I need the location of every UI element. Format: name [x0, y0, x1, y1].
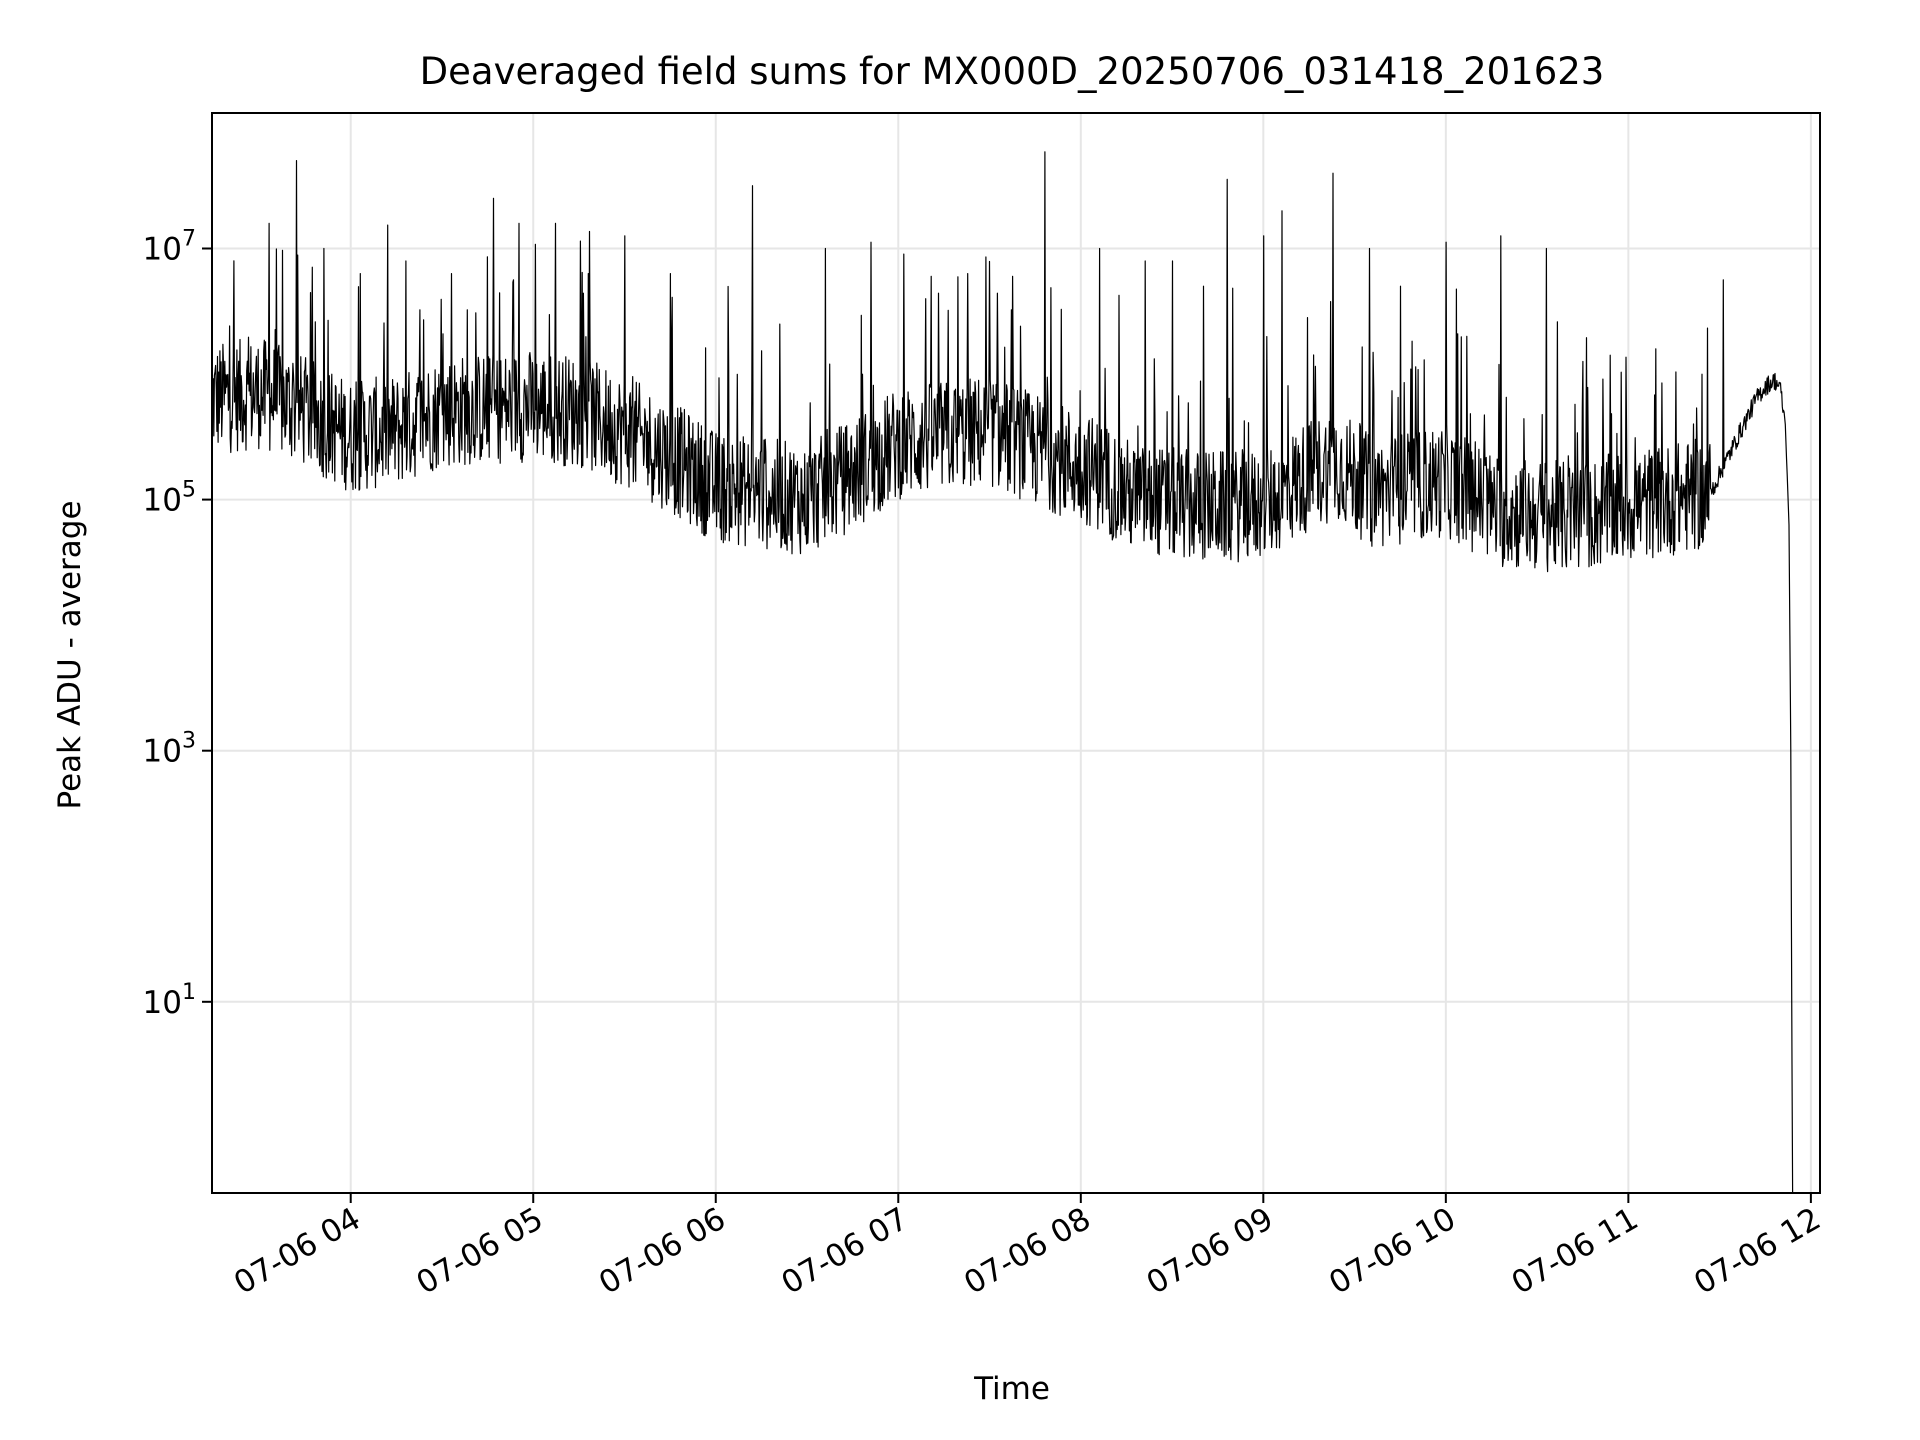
- y-tick-base: 10: [143, 483, 182, 519]
- y-tick-label: 107: [143, 226, 196, 267]
- x-axis-label: Time: [973, 1371, 1050, 1407]
- y-tick-label: 105: [143, 478, 196, 519]
- plot-frame: [211, 112, 1821, 1194]
- y-tick-label: 101: [143, 980, 196, 1021]
- y-tick-exponent: 7: [182, 226, 196, 251]
- series-line: [211, 151, 1794, 1193]
- y-axis-label: Peak ADU - average: [52, 500, 88, 809]
- y-tick-exponent: 5: [182, 478, 196, 503]
- y-tick-label: 103: [143, 729, 196, 770]
- y-tick-exponent: 1: [182, 980, 196, 1005]
- y-tick-base: 10: [143, 231, 182, 267]
- series-group: [211, 151, 1794, 1193]
- y-tick-base: 10: [143, 734, 182, 770]
- grid: [212, 113, 1820, 1193]
- chart-title: Deaveraged field sums for MX000D_2025070…: [420, 50, 1605, 93]
- y-tick-base: 10: [143, 985, 182, 1021]
- y-tick-exponent: 3: [182, 729, 196, 754]
